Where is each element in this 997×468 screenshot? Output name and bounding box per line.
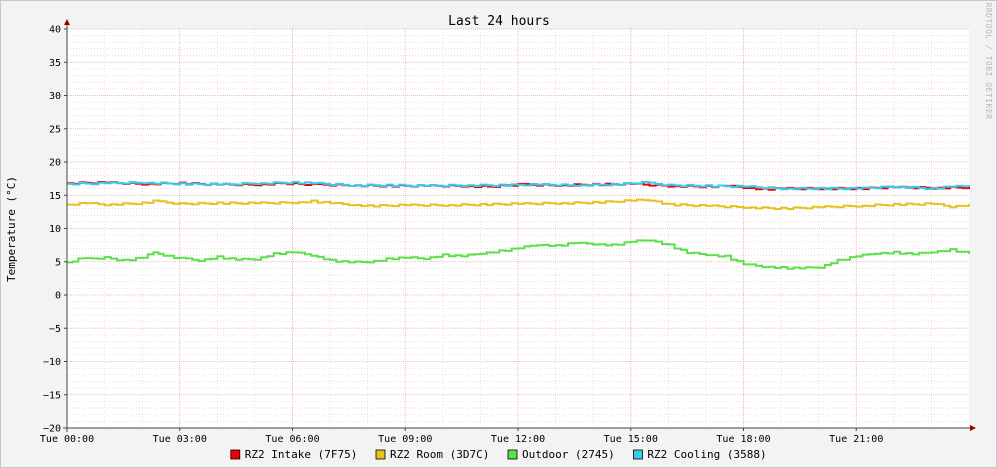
x-tick-labels: Tue 00:00 Tue 03:00 Tue 06:00 Tue 09:00 Tue … bbox=[40, 428, 883, 445]
x-tick-label: Tue 00:00 bbox=[40, 434, 94, 445]
legend-label: RZ2 Intake (7F75) bbox=[245, 448, 358, 461]
x-axis-arrow bbox=[970, 425, 976, 431]
rrdtool-watermark: RRDTOOL / TOBI OETIKER bbox=[984, 3, 993, 120]
series-line-1 bbox=[67, 198, 970, 210]
legend-swatch bbox=[507, 449, 518, 460]
legend-swatch bbox=[230, 449, 241, 460]
y-tick-label: 0 bbox=[55, 291, 61, 302]
series-line-3 bbox=[67, 180, 970, 191]
y-tick-label: −5 bbox=[49, 324, 61, 335]
y-tick-label: −20 bbox=[43, 424, 61, 435]
y-axis-title: Temperature (°C) bbox=[5, 176, 18, 282]
series-layer bbox=[67, 180, 970, 270]
legend-label: RZ2 Cooling (3588) bbox=[647, 448, 766, 461]
grid-lines bbox=[66, 28, 969, 429]
x-tick-label: Tue 06:00 bbox=[265, 434, 319, 445]
y-tick-label: −10 bbox=[43, 357, 61, 368]
y-tick-label: 15 bbox=[49, 191, 61, 202]
legend-label: Outdoor (2745) bbox=[522, 448, 615, 461]
x-tick-label: Tue 03:00 bbox=[153, 434, 207, 445]
y-tick-label: 40 bbox=[49, 25, 61, 36]
legend-swatch bbox=[375, 449, 386, 460]
legend-label: RZ2 Room (3D7C) bbox=[390, 448, 489, 461]
y-tick-label: 5 bbox=[55, 257, 61, 268]
y-tick-label: 35 bbox=[49, 58, 61, 69]
legend-swatch bbox=[633, 449, 643, 460]
x-tick-label: Tue 21:00 bbox=[829, 434, 883, 445]
x-tick-label: Tue 12:00 bbox=[491, 434, 545, 445]
series-line-2 bbox=[67, 239, 970, 270]
x-tick-label: Tue 15:00 bbox=[604, 434, 658, 445]
legend: RZ2 Intake (7F75) RZ2 Room (3D7C) Outdoor … bbox=[230, 448, 767, 461]
x-tick-label: Tue 09:00 bbox=[378, 434, 432, 445]
y-tick-labels: 40 35 30 25 20 15 10 5 0 −5 −10 −15 −20 bbox=[43, 25, 67, 435]
chart-title: Last 24 hours bbox=[448, 14, 550, 29]
y-tick-label: 10 bbox=[49, 224, 61, 235]
y-tick-label: 30 bbox=[49, 91, 61, 102]
x-tick-label: Tue 18:00 bbox=[716, 434, 770, 445]
y-tick-label: −15 bbox=[43, 390, 61, 401]
y-axis-arrow bbox=[64, 19, 70, 25]
y-tick-label: 20 bbox=[49, 158, 61, 169]
y-tick-label: 25 bbox=[49, 124, 61, 135]
